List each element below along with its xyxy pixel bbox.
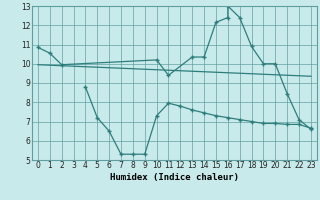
X-axis label: Humidex (Indice chaleur): Humidex (Indice chaleur)	[110, 173, 239, 182]
